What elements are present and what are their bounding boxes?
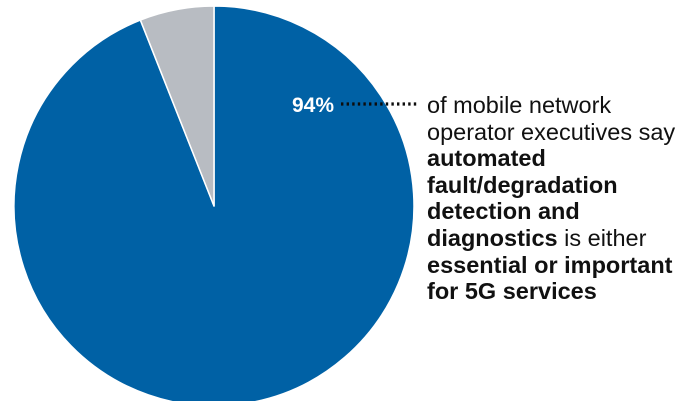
callout-text: of mobile network operator executives sa… xyxy=(427,92,692,305)
callout-bold-part-1: automated fault/degradation detection an… xyxy=(427,145,618,251)
data-label-94-percent: 94% xyxy=(292,94,334,117)
pie-slice-1 xyxy=(139,5,215,207)
callout-text-part-1: of mobile network operator executives sa… xyxy=(427,92,676,145)
pie-slices xyxy=(13,5,415,401)
callout-text-part-2: is either xyxy=(557,224,647,251)
callout-bold-part-2: essential or important for 5G services xyxy=(427,251,673,305)
